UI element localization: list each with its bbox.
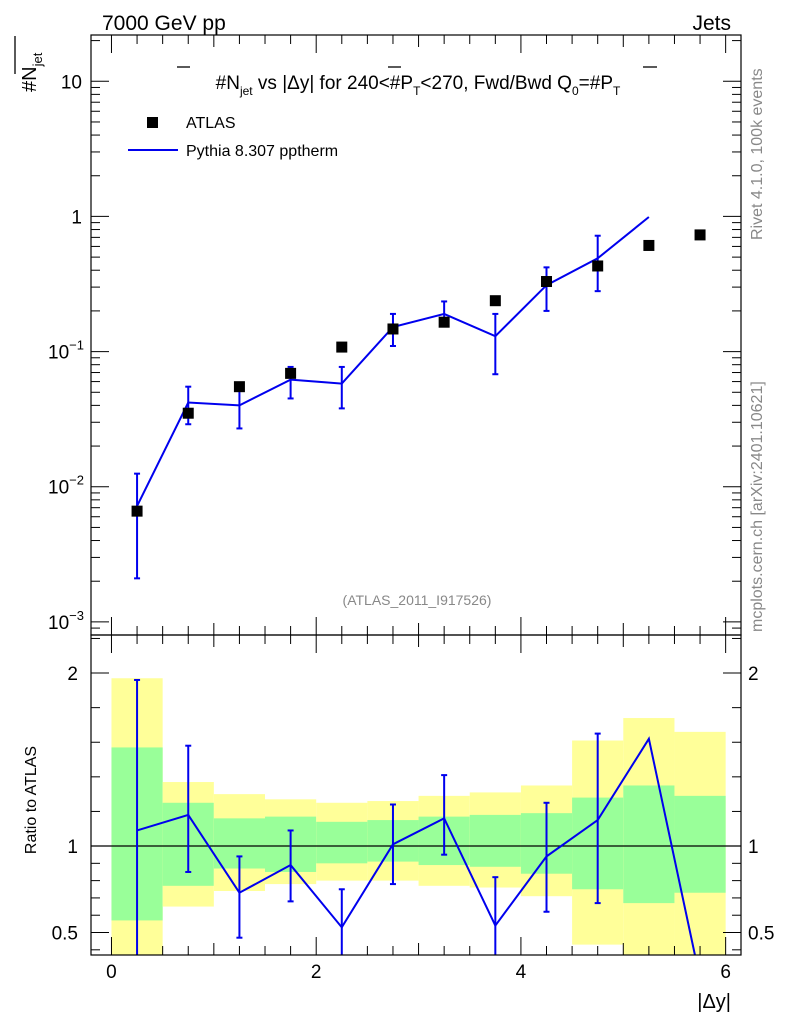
rivet-label: Rivet 4.1.0, 100k events: [749, 68, 766, 240]
legend-atlas-label: ATLAS: [186, 115, 236, 132]
atlas-data-point: [182, 407, 194, 419]
y-tick-label: 10−3: [48, 608, 84, 634]
upper-plot-marks: [131, 216, 706, 580]
x-tick-label: 6: [720, 962, 731, 983]
atlas-data-point: [233, 381, 245, 393]
title-n-jet: N: [226, 73, 240, 94]
legend-atlas-marker: [147, 117, 158, 128]
y-tick-label: 10: [61, 72, 82, 93]
ratio-axes: 0.5 0.5 1 1 2 2 0 2 4 6: [52, 635, 774, 983]
ratio-y-label: Ratio to ATLAS: [23, 746, 40, 854]
x-tick-label: 2: [311, 962, 322, 983]
stat-uncertainty-band: [674, 795, 726, 893]
ratio-plot-marks: [134, 678, 696, 956]
stat-uncertainty-band: [469, 814, 521, 867]
analysis-label: (ATLAS_2011_I917526): [343, 592, 492, 608]
atlas-data-point: [643, 239, 655, 251]
x-tick-label: 0: [106, 962, 117, 983]
stat-uncertainty-band: [316, 821, 368, 864]
atlas-data-point: [694, 229, 706, 241]
stat-uncertainty-band: [623, 785, 675, 904]
atlas-data-point: [541, 276, 553, 288]
ratio-frame: [90, 634, 742, 956]
upper-y-label: #Njet: [14, 36, 45, 92]
ratio-y-tick-label-right: 0.5: [748, 924, 774, 945]
ratio-y-tick-label-right: 1: [748, 837, 759, 858]
ratio-y-tick-label: 0.5: [52, 924, 78, 945]
pythia-ratio-line: [136, 736, 696, 956]
ratio-y-tick-label: 2: [67, 664, 78, 685]
svg-text:#Njet: #Njet: [19, 52, 45, 92]
process-label: Jets: [692, 12, 731, 35]
x-axis-label: |Δy|: [697, 991, 731, 1013]
atlas-data-point: [131, 505, 143, 517]
x-tick-label: 4: [516, 962, 527, 983]
atlas-data-point: [285, 367, 297, 379]
atlas-data-point: [438, 316, 450, 328]
atlas-data-point: [592, 260, 604, 272]
mcplots-label: mcplots.cern.ch [arXiv:2401.10621]: [749, 381, 766, 632]
legend-pythia-label: Pythia 8.307 pptherm: [186, 143, 338, 160]
atlas-data-point: [489, 295, 501, 307]
legend: ATLAS Pythia 8.307 pptherm: [128, 115, 338, 160]
ratio-y-tick-label-right: 2: [748, 664, 759, 685]
upper-axes: 10−3 10−2 10−1 1 10: [48, 35, 741, 636]
ratio-y-tick-label: 1: [67, 837, 78, 858]
y-tick-label: 10−1: [48, 338, 84, 364]
y-tick-label: 10−2: [48, 473, 84, 499]
y-tick-label: 1: [71, 207, 82, 228]
atlas-data-point: [387, 323, 399, 335]
atlas-data-point: [336, 341, 348, 353]
plot-title: #Njet vs |Δy| for 240<#PT<270, Fwd/Bwd Q…: [216, 73, 621, 98]
beam-label: 7000 GeV pp: [102, 12, 226, 35]
